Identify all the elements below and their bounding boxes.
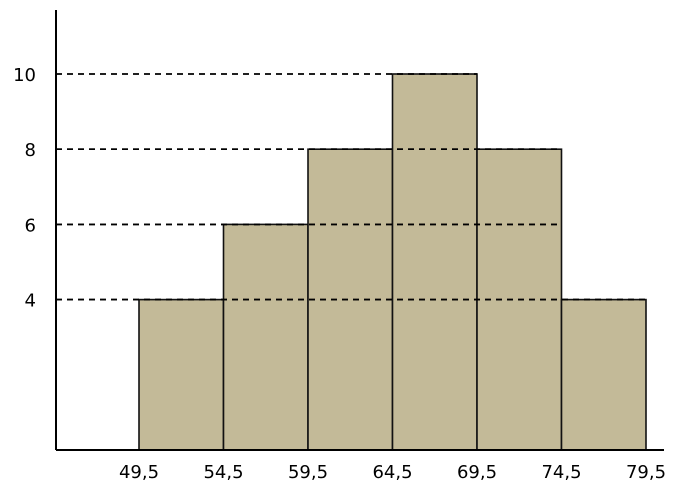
x-tick-label-2: 54,5 — [203, 462, 243, 483]
reference-lines — [56, 73, 646, 301]
x-tick-label-4: 64,5 — [372, 462, 412, 483]
y-tick-label-6: 6 — [25, 215, 36, 236]
x-tick-labels: 49,5 54,5 59,5 64,5 69,5 74,5 79,5 — [119, 462, 666, 483]
y-tick-label-8: 8 — [25, 140, 36, 161]
x-tick-label-7: 79,5 — [626, 462, 666, 483]
histogram-bar-2 — [222, 223, 309, 451]
y-tick-label-4: 4 — [25, 291, 36, 312]
histogram-bars — [138, 73, 647, 451]
histogram-bar-4 — [391, 73, 478, 451]
x-tick-label-5: 69,5 — [457, 462, 497, 483]
x-tick-label-3: 59,5 — [288, 462, 328, 483]
histogram-bar-1 — [138, 298, 225, 451]
histogram-bar-6 — [560, 298, 647, 451]
x-tick-label-1: 49,5 — [119, 462, 159, 483]
y-tick-label-10: 10 — [13, 65, 36, 86]
axes — [55, 10, 664, 451]
y-tick-labels: 4 6 8 10 — [13, 65, 36, 312]
x-tick-label-6: 74,5 — [541, 462, 581, 483]
